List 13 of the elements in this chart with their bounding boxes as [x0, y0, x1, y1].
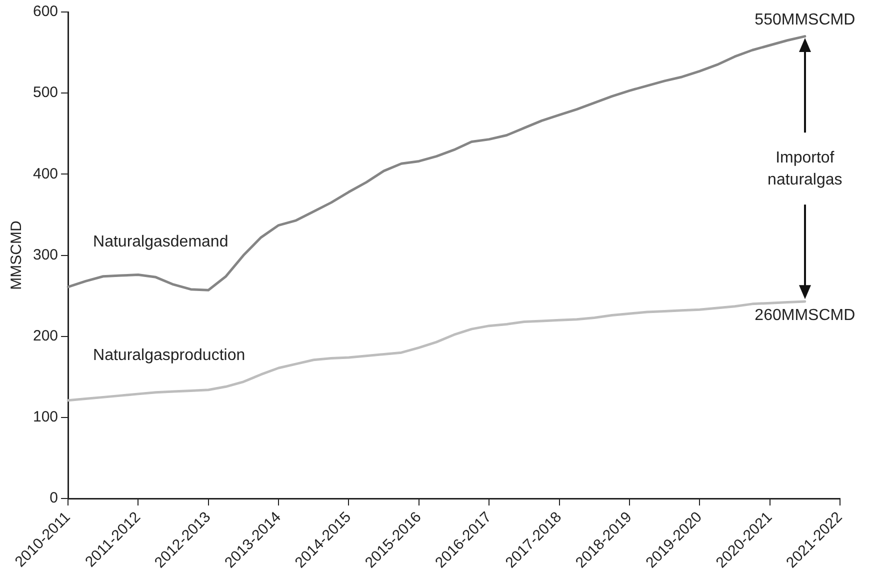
y-tick-label: 400 [32, 165, 58, 182]
series-label: Naturalgasdemand [93, 233, 228, 250]
y-tick-label: 100 [32, 408, 58, 426]
y-tick-label: 200 [32, 328, 58, 345]
y-tick-label: 300 [32, 246, 58, 264]
y-tick-label: 600 [32, 3, 58, 20]
y-axis-title: MMSCMD [8, 220, 26, 290]
annotation: 260MMSCMD [754, 306, 856, 324]
series-label: Naturalgasproduction [93, 346, 246, 364]
annotation: 550MMSCMD [754, 12, 856, 29]
y-tick-label: 0 [50, 490, 58, 507]
annotation: Importof naturalgas [768, 149, 842, 188]
y-tick-label: 500 [32, 84, 58, 102]
